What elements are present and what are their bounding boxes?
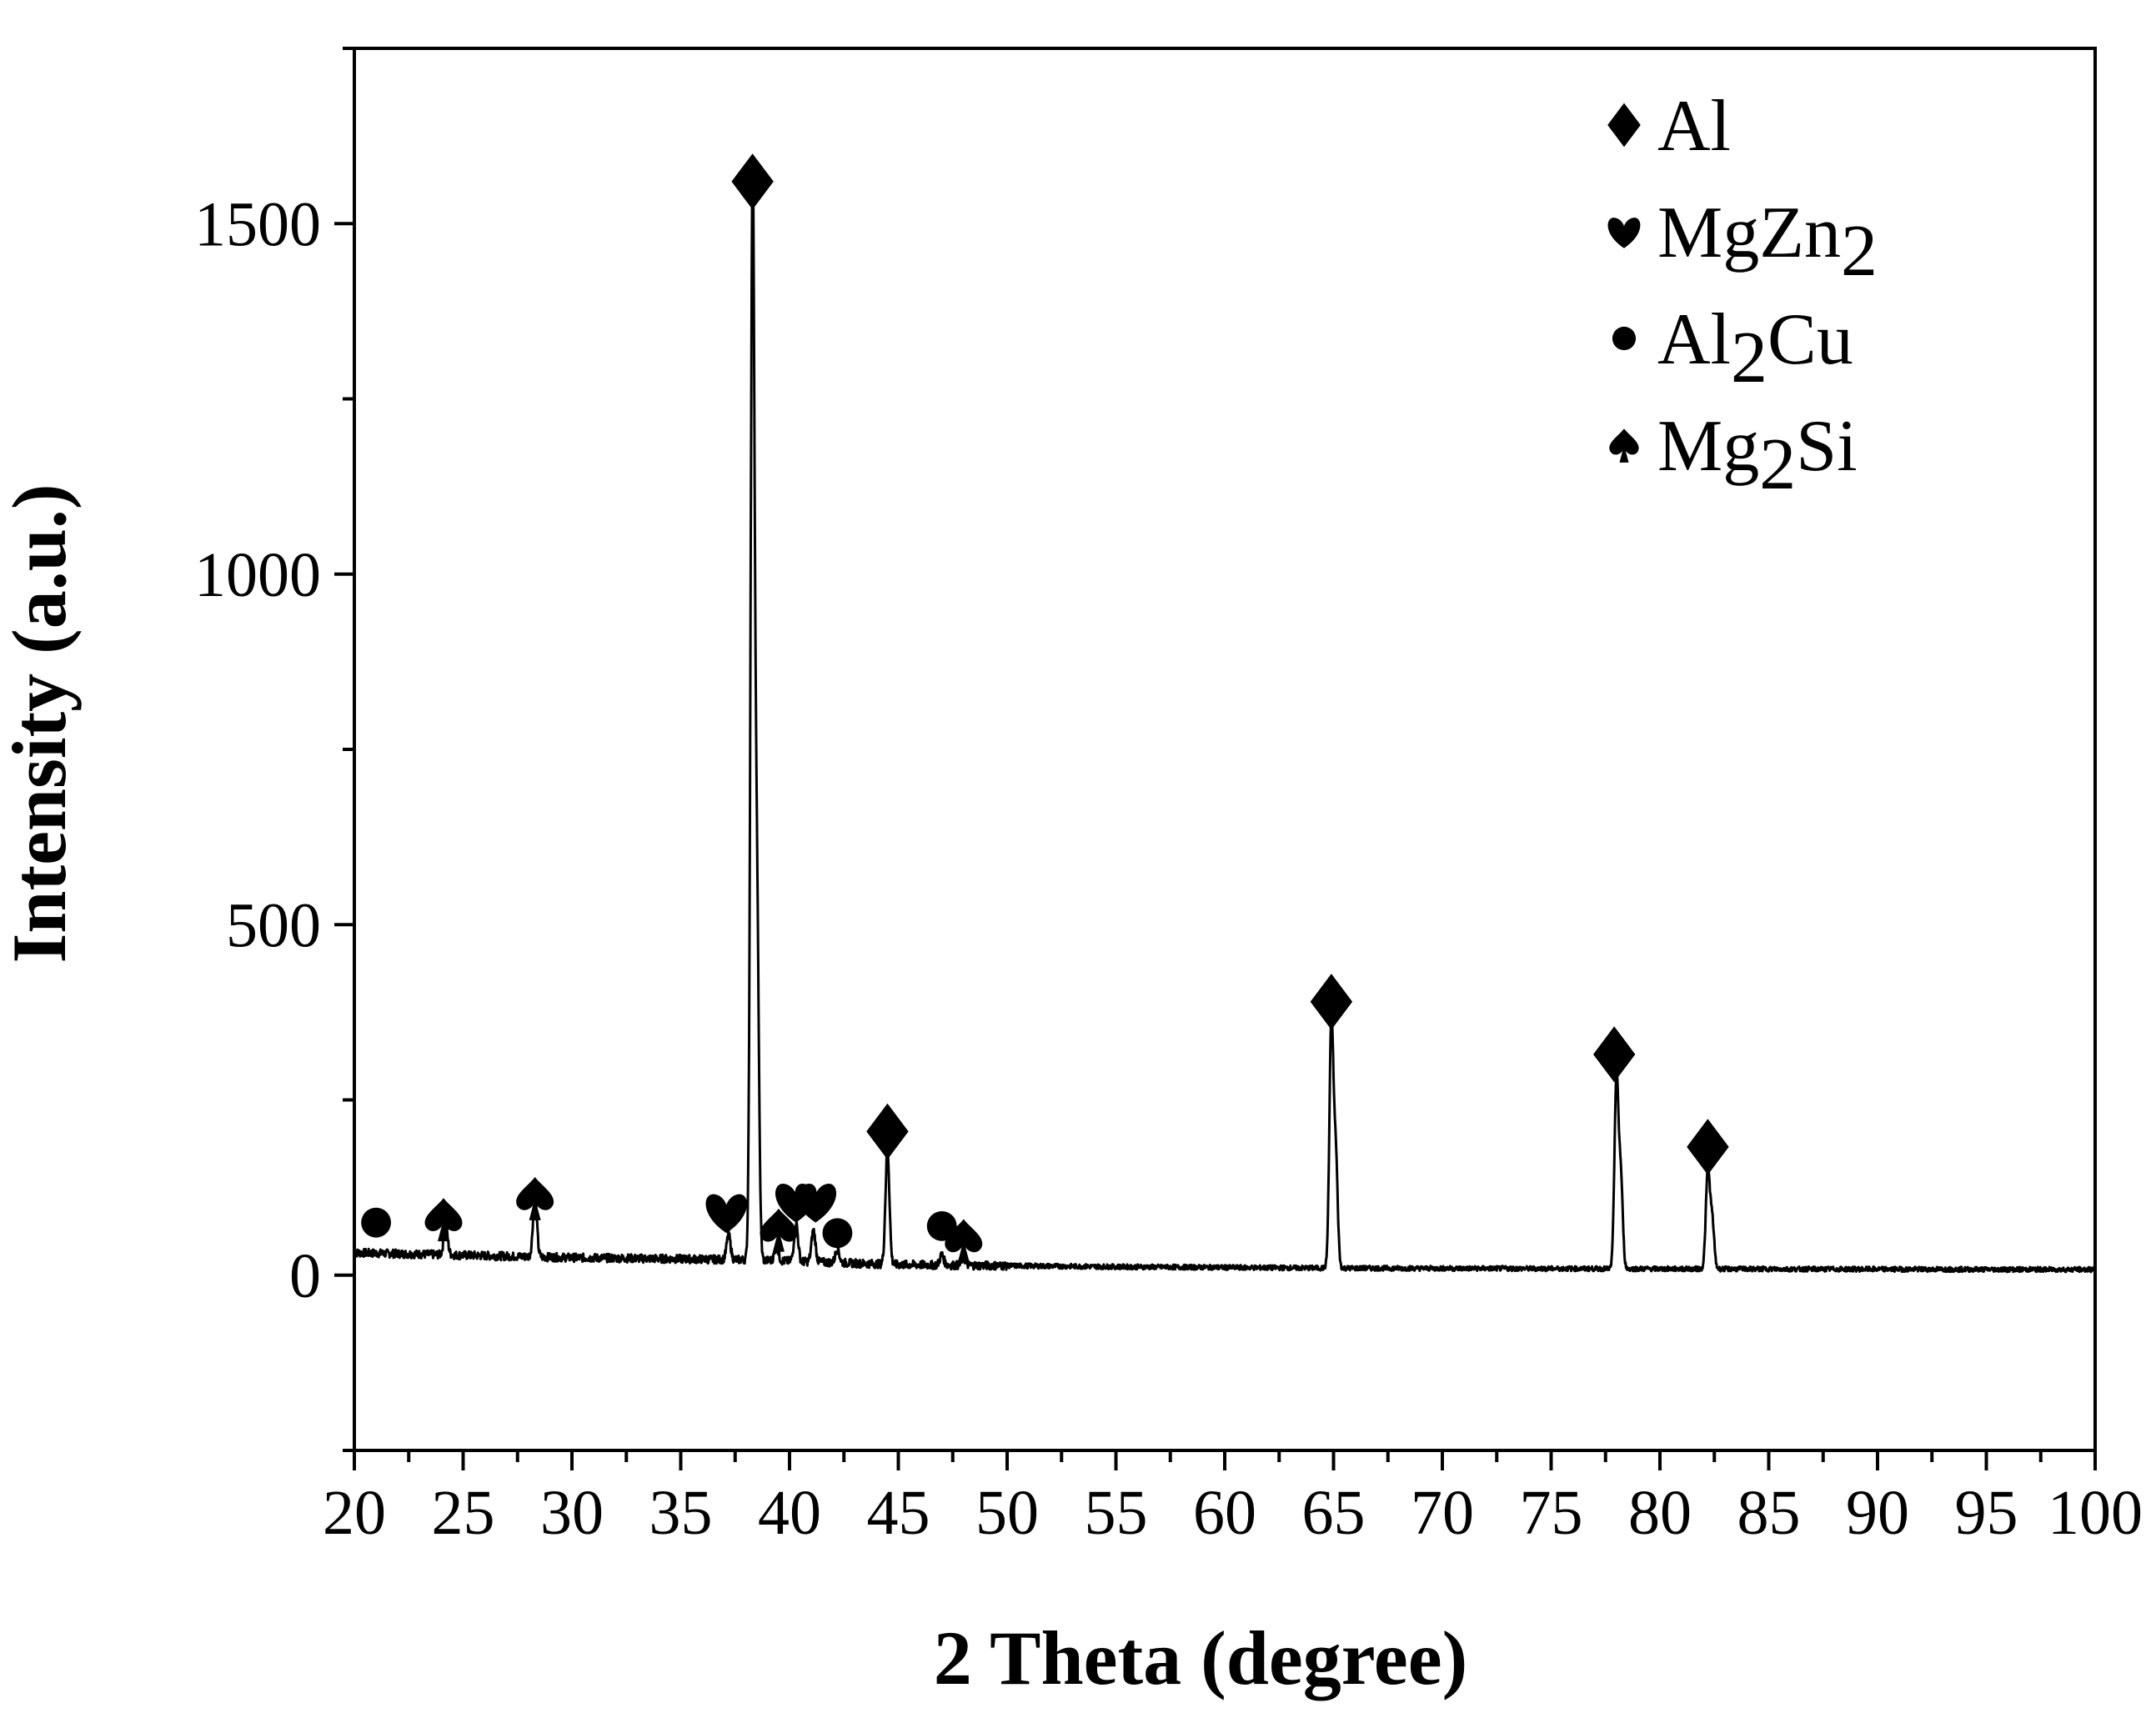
x-tick-label: 95 bbox=[1955, 1478, 2018, 1548]
legend-entry-label: Mg2Si bbox=[1657, 406, 1858, 505]
diamond-marker bbox=[1592, 1026, 1636, 1083]
x-tick-label: 90 bbox=[1846, 1478, 1909, 1548]
x-tick-label: 30 bbox=[540, 1478, 604, 1548]
x-tick-label: 85 bbox=[1737, 1478, 1801, 1548]
spade-marker bbox=[945, 1219, 983, 1263]
heart-marker bbox=[795, 1184, 837, 1223]
circle-marker bbox=[361, 1207, 392, 1238]
y-axis-title: Intensity (a.u.) bbox=[0, 483, 82, 963]
spade-marker bbox=[760, 1208, 798, 1252]
x-tick-label: 70 bbox=[1411, 1478, 1474, 1548]
x-axis-title: 2 Theta (degree) bbox=[934, 1615, 1467, 1700]
y-tick-label: 0 bbox=[289, 1241, 321, 1311]
diamond-marker bbox=[1310, 974, 1353, 1030]
x-tick-label: 25 bbox=[432, 1478, 495, 1548]
circle-marker bbox=[822, 1218, 853, 1249]
x-tick-label: 55 bbox=[1085, 1478, 1148, 1548]
x-tick-label: 65 bbox=[1302, 1478, 1366, 1548]
heart-marker bbox=[705, 1194, 748, 1234]
x-tick-label: 20 bbox=[323, 1478, 386, 1548]
legend-heart-icon bbox=[1607, 218, 1641, 248]
x-tick-label: 45 bbox=[867, 1478, 930, 1548]
diamond-marker bbox=[731, 153, 774, 210]
x-tick-label: 60 bbox=[1193, 1478, 1256, 1548]
legend-entry-label: Al2Cu bbox=[1657, 299, 1853, 398]
xrd-pattern-line bbox=[353, 154, 2097, 1274]
y-tick-label: 500 bbox=[226, 890, 321, 960]
x-tick-label: 80 bbox=[1628, 1478, 1692, 1548]
x-tick-label: 50 bbox=[975, 1478, 1039, 1548]
x-tick-label: 40 bbox=[758, 1478, 821, 1548]
legend-entry-label: Al bbox=[1657, 86, 1731, 167]
diamond-marker bbox=[1687, 1119, 1729, 1175]
series-layer bbox=[353, 154, 2097, 1274]
y-tick-label: 1000 bbox=[194, 540, 321, 610]
diamond-marker bbox=[866, 1103, 909, 1160]
x-axis: 20 25 30 35 40 45 50 55 60 65 70 75 80 85 90 95 100 bbox=[323, 1450, 2143, 1548]
legend-circle-icon bbox=[1612, 326, 1637, 351]
legend-entry-label: MgZn2 bbox=[1657, 193, 1878, 292]
x-tick-label: 75 bbox=[1520, 1478, 1583, 1548]
x-tick-label: 35 bbox=[649, 1478, 713, 1548]
circle-marker bbox=[926, 1210, 957, 1241]
spade-marker bbox=[424, 1198, 463, 1242]
x-tick-label: 100 bbox=[2048, 1478, 2143, 1548]
legend-spade-icon bbox=[1609, 428, 1639, 463]
spade-marker bbox=[516, 1177, 554, 1220]
peak-markers bbox=[361, 153, 1729, 1263]
legend-diamond-icon bbox=[1607, 103, 1641, 148]
y-axis: 0 500 1000 1500 bbox=[194, 47, 354, 1452]
y-tick-label: 1500 bbox=[194, 189, 321, 259]
